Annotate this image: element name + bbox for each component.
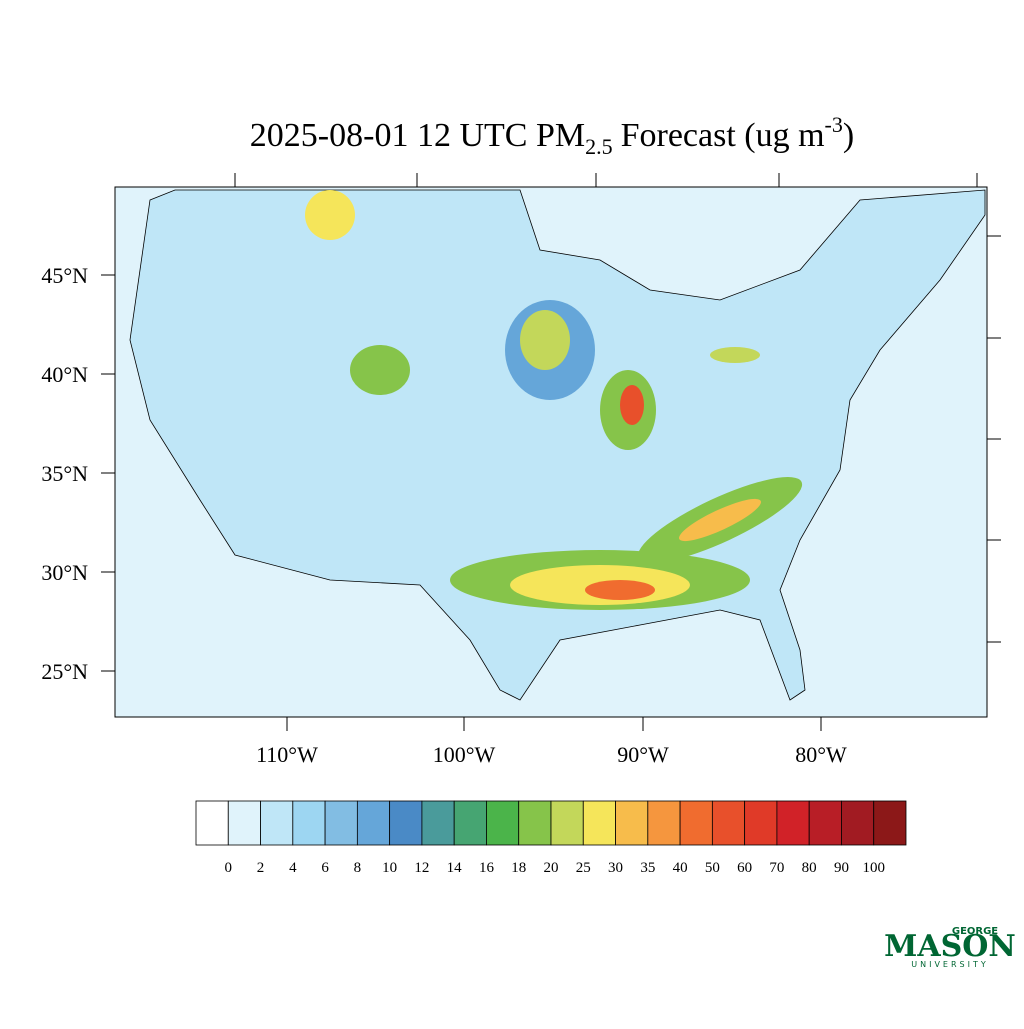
plume (520, 310, 570, 370)
lat-label: 25°N (41, 659, 88, 684)
colorbar-label: 8 (354, 860, 362, 876)
colorbar-box (518, 800, 552, 846)
lat-label: 30°N (41, 560, 88, 585)
colorbar-label: 12 (414, 860, 429, 876)
colorbar-label: 10 (382, 860, 397, 876)
title-end: ) (843, 117, 854, 154)
frame-ticks (101, 173, 1001, 731)
colorbar-box (841, 800, 875, 846)
lat-label: 45°N (41, 263, 88, 288)
logo-top: GEORGE (952, 926, 998, 937)
title: 2025-08-01 12 UTC PM2.5 Forecast (ug m-3) (250, 112, 854, 159)
title-superscript: -3 (825, 112, 843, 137)
plume (620, 385, 644, 425)
colorbar-label: 90 (834, 860, 849, 876)
colorbar-label: 40 (673, 860, 688, 876)
colorbar-label: 4 (289, 860, 297, 876)
colorbar-box (292, 800, 326, 846)
colorbar-box (873, 800, 907, 846)
lat-label: 40°N (41, 362, 88, 387)
colorbar-label: 25 (576, 860, 591, 876)
colorbar-label: 16 (479, 860, 495, 876)
colorbar-box (647, 800, 681, 846)
lon-label: 100°W (433, 742, 496, 767)
colorbar-box (582, 800, 616, 846)
land (129, 189, 986, 701)
colorbar-box (808, 800, 842, 846)
colorbar-label: 30 (608, 860, 623, 876)
title-subscript: 2.5 (585, 134, 613, 159)
plume (585, 580, 655, 600)
colorbar-box (227, 800, 261, 846)
colorbar-label: 80 (802, 860, 817, 876)
colorbar-label: 60 (737, 860, 752, 876)
lon-label: 80°W (795, 742, 847, 767)
plume (350, 345, 410, 395)
colorbar-label: 0 (225, 860, 233, 876)
colorbar-box (453, 800, 487, 846)
colorbar-label: 18 (511, 860, 526, 876)
colorbar-label: 35 (640, 860, 655, 876)
colorbar-label: 14 (447, 860, 463, 876)
colorbar-box (711, 800, 746, 846)
colorbar-box (615, 800, 649, 846)
colorbar-box (776, 800, 810, 846)
logo-bottom: UNIVERSITY (911, 960, 989, 969)
colorbar-box (421, 800, 455, 846)
colorbar-label: 100 (862, 860, 885, 876)
colorbar-label: 6 (321, 860, 329, 876)
lat-label: 35°N (41, 461, 88, 486)
map-frame (114, 186, 988, 718)
colorbar-box (389, 800, 423, 846)
lon-label: 90°W (617, 742, 669, 767)
map (101, 173, 1001, 731)
colorbar-box (486, 800, 520, 846)
plume (305, 190, 355, 240)
logo-main: MASON (884, 929, 1016, 964)
colorbar-box (679, 800, 713, 846)
colorbar-label: 50 (705, 860, 720, 876)
colorbar-label: 20 (544, 860, 559, 876)
colorbar-box (324, 800, 358, 846)
colorbar-box (550, 800, 584, 846)
plume (678, 498, 762, 542)
colorbar-box (356, 800, 391, 846)
colorbar-label: 70 (769, 860, 784, 876)
title-main: 2025-08-01 12 UTC PM (250, 117, 585, 154)
logo: GEORGE MASON UNIVERSITY (884, 926, 1016, 969)
plume (710, 347, 760, 363)
colorbar: 0 2 4 6 8 10 12 14 16 18 20 25 30 35 40 50 60 70 80 90 100 (195, 800, 907, 876)
colorbar-box (195, 800, 229, 846)
title-middle: Forecast (ug m (621, 117, 825, 154)
axis-labels: 45°N 40°N 35°N 30°N 25°N 110°W 100°W 90°W 80°W (41, 263, 847, 767)
lon-label: 110°W (256, 742, 318, 767)
colorbar-box (744, 800, 778, 846)
colorbar-box (260, 800, 294, 846)
colorbar-label: 2 (257, 860, 265, 876)
